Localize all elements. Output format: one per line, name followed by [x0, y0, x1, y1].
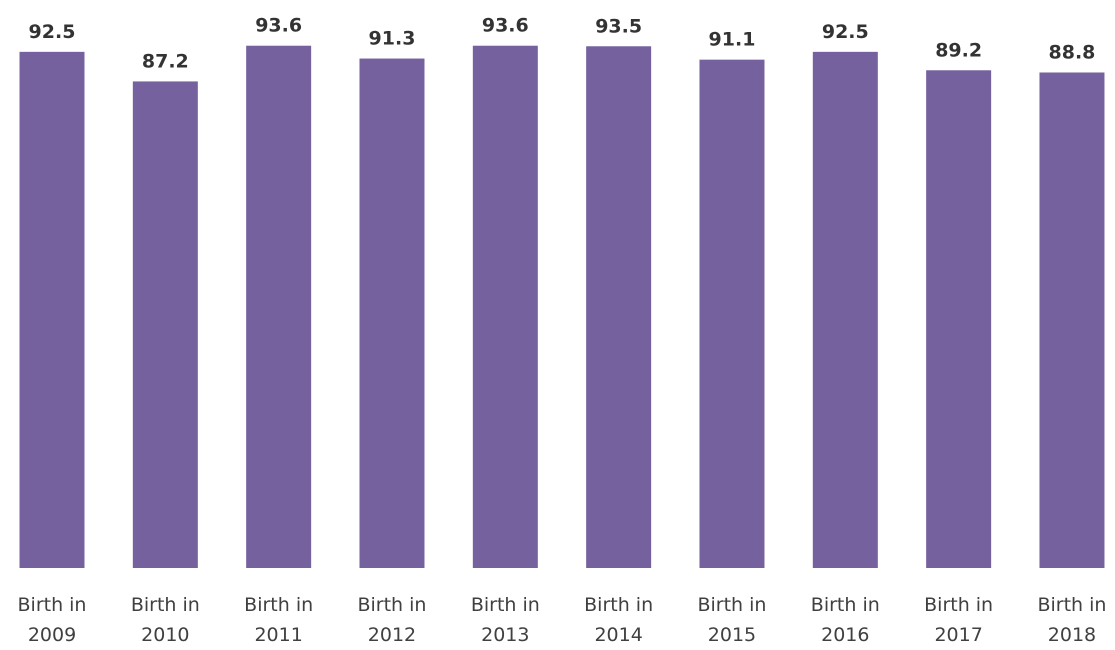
x-tick-label: Birth in 2016 — [810, 594, 880, 646]
x-tick-label: Birth in 2013 — [470, 594, 540, 646]
bar — [926, 70, 992, 568]
value-label: 93.6 — [255, 15, 302, 37]
value-label: 91.1 — [709, 29, 756, 51]
x-tick-label: Birth in 2009 — [17, 594, 87, 646]
bar — [699, 59, 765, 569]
x-tick-label: Birth in 2010 — [130, 594, 200, 646]
bar — [19, 51, 85, 569]
value-label: 89.2 — [935, 39, 982, 61]
bar — [812, 51, 878, 569]
x-tick-label: Birth in 2011 — [244, 594, 314, 646]
bar — [246, 45, 312, 569]
x-tick-label: Birth in 2015 — [697, 594, 767, 646]
x-tick-label: Birth in 2014 — [584, 594, 654, 646]
value-label: 93.6 — [482, 15, 529, 37]
value-label: 92.5 — [29, 21, 76, 43]
value-label: 93.5 — [595, 15, 642, 37]
bar — [472, 45, 538, 569]
bar — [1039, 72, 1105, 568]
value-label: 92.5 — [822, 21, 869, 43]
value-label: 88.8 — [1049, 41, 1096, 63]
x-tick-label: Birth in 2018 — [1037, 594, 1107, 646]
bar — [359, 58, 425, 569]
value-label: 91.3 — [369, 28, 416, 50]
x-tick-label: Birth in 2012 — [357, 594, 427, 646]
value-label: 87.2 — [142, 50, 189, 72]
bar — [586, 46, 652, 568]
bar — [132, 81, 198, 568]
x-tick-label: Birth in 2017 — [924, 594, 994, 646]
